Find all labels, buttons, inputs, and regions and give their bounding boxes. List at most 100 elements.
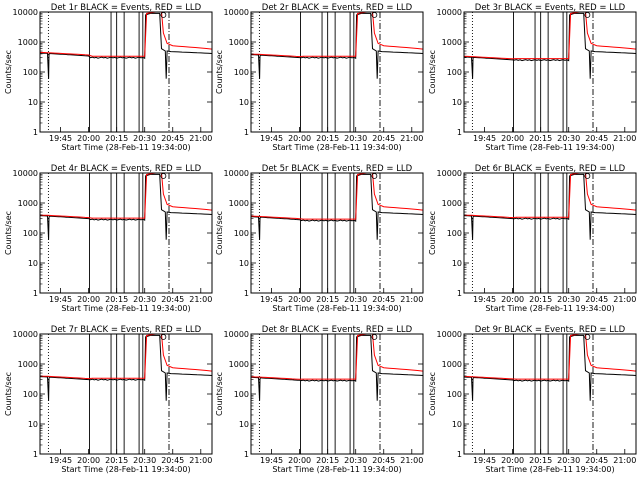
x-tick-label: 20:45 <box>585 134 608 143</box>
x-tick-label: 20:30 <box>557 134 580 143</box>
plot-frame <box>39 172 213 294</box>
y-tick-label: 10000 <box>13 169 38 178</box>
x-tick-label: 20:00 <box>77 456 100 465</box>
x-tick-label: 19:45 <box>473 134 496 143</box>
panel-det-4: Det 4r BLACK = Events, RED = LLD 1 10 100 10… <box>4 164 213 313</box>
y-tick-label: 100 <box>447 390 462 399</box>
y-tick-label: 1 <box>244 128 249 137</box>
x-tick-label: 21:00 <box>189 134 212 143</box>
x-axis-label: Start Time (28-Feb-11 19:34:00) <box>61 304 190 313</box>
plot-frame <box>463 11 637 133</box>
y-tick-label: 1000 <box>442 360 462 369</box>
y-tick-label: 10000 <box>224 330 249 339</box>
series-events-line <box>463 334 637 401</box>
series-lld-line <box>463 11 637 60</box>
y-tick-label: 10000 <box>13 330 38 339</box>
panel-title: Det 6r BLACK = Events, RED = LLD <box>475 164 626 174</box>
y-axis-label: Counts/sec <box>4 372 13 416</box>
x-axis-label: Start Time (28-Feb-11 19:34:00) <box>61 465 190 474</box>
series-events-line <box>463 12 637 79</box>
x-tick-label: 21:00 <box>400 134 423 143</box>
y-tick-label: 1 <box>457 289 462 298</box>
y-axis-label: Counts/sec <box>428 372 437 416</box>
series-lld-line <box>250 11 424 58</box>
y-tick-label: 100 <box>234 68 249 77</box>
x-tick-label: 21:00 <box>189 456 212 465</box>
y-tick-label: 10000 <box>437 330 462 339</box>
y-tick-label: 10 <box>452 98 462 107</box>
y-tick-label: 10 <box>239 420 249 429</box>
y-axis-label: Counts/sec <box>215 50 224 94</box>
x-tick-label: 20:45 <box>161 456 184 465</box>
x-tick-label: 20:00 <box>501 295 524 304</box>
x-tick-label: 20:30 <box>557 295 580 304</box>
x-tick-label: 20:00 <box>501 134 524 143</box>
x-tick-label: 19:45 <box>49 295 72 304</box>
y-tick-label: 10 <box>452 259 462 268</box>
panel-det-8: Det 8r BLACK = Events, RED = LLD 1 10 100 10… <box>215 325 424 474</box>
y-tick-label: 100 <box>447 229 462 238</box>
y-tick-label: 1000 <box>442 199 462 208</box>
y-tick-label: 100 <box>23 68 38 77</box>
x-axis-label: Start Time (28-Feb-11 19:34:00) <box>272 304 401 313</box>
x-tick-label: 19:45 <box>473 295 496 304</box>
x-tick-label: 20:00 <box>288 456 311 465</box>
series-lld-line <box>463 172 637 219</box>
x-tick-label: 20:15 <box>529 456 552 465</box>
x-axis-label: Start Time (28-Feb-11 19:34:00) <box>61 143 190 152</box>
y-tick-label: 1000 <box>18 199 38 208</box>
x-axis-label: Start Time (28-Feb-11 19:34:00) <box>485 304 614 313</box>
x-tick-label: 20:00 <box>288 134 311 143</box>
x-tick-label: 21:00 <box>400 456 423 465</box>
plot-frame <box>463 333 637 455</box>
series-lld-line <box>250 333 424 380</box>
y-tick-label: 1 <box>33 450 38 459</box>
y-tick-label: 100 <box>447 68 462 77</box>
x-tick-label: 20:30 <box>344 456 367 465</box>
y-axis-label: Counts/sec <box>215 211 224 255</box>
plot-frame <box>463 172 637 294</box>
series-lld-line <box>39 333 213 380</box>
x-tick-label: 21:00 <box>613 456 636 465</box>
y-axis-label: Counts/sec <box>4 211 13 255</box>
y-tick-label: 10 <box>28 98 38 107</box>
x-tick-label: 21:00 <box>400 295 423 304</box>
x-tick-label: 21:00 <box>613 295 636 304</box>
y-axis-label: Counts/sec <box>215 372 224 416</box>
y-tick-label: 1 <box>33 289 38 298</box>
y-tick-label: 1 <box>457 450 462 459</box>
x-tick-label: 20:45 <box>372 295 395 304</box>
x-tick-label: 19:45 <box>49 134 72 143</box>
series-lld-line <box>39 11 213 57</box>
y-tick-label: 100 <box>234 390 249 399</box>
x-tick-label: 20:45 <box>585 456 608 465</box>
panel-title: Det 4r BLACK = Events, RED = LLD <box>51 164 202 174</box>
x-tick-label: 20:30 <box>344 295 367 304</box>
panel-title: Det 2r BLACK = Events, RED = LLD <box>262 3 413 13</box>
panel-title: Det 1r BLACK = Events, RED = LLD <box>51 3 202 13</box>
series-events-line <box>250 173 424 240</box>
panel-title: Det 8r BLACK = Events, RED = LLD <box>262 325 413 335</box>
panel-title: Det 5r BLACK = Events, RED = LLD <box>262 164 413 174</box>
x-tick-label: 20:30 <box>133 134 156 143</box>
panel-det-3: Det 3r BLACK = Events, RED = LLD 1 10 100 10… <box>428 3 637 152</box>
y-tick-label: 10 <box>239 98 249 107</box>
x-axis-label: Start Time (28-Feb-11 19:34:00) <box>485 465 614 474</box>
y-tick-label: 1 <box>457 128 462 137</box>
y-tick-label: 1000 <box>442 38 462 47</box>
series-events-line <box>39 334 213 401</box>
plot-frame <box>39 333 213 455</box>
x-tick-label: 20:45 <box>161 134 184 143</box>
x-tick-label: 20:30 <box>133 295 156 304</box>
panel-title: Det 3r BLACK = Events, RED = LLD <box>475 3 626 13</box>
y-tick-label: 1000 <box>18 360 38 369</box>
x-tick-label: 20:45 <box>372 134 395 143</box>
x-tick-label: 20:45 <box>585 295 608 304</box>
y-tick-label: 1000 <box>18 38 38 47</box>
x-tick-label: 19:45 <box>260 295 283 304</box>
panel-det-7: Det 7r BLACK = Events, RED = LLD 1 10 100 10… <box>4 325 213 474</box>
x-tick-label: 21:00 <box>189 295 212 304</box>
x-tick-label: 20:00 <box>288 295 311 304</box>
x-tick-label: 20:15 <box>316 456 339 465</box>
